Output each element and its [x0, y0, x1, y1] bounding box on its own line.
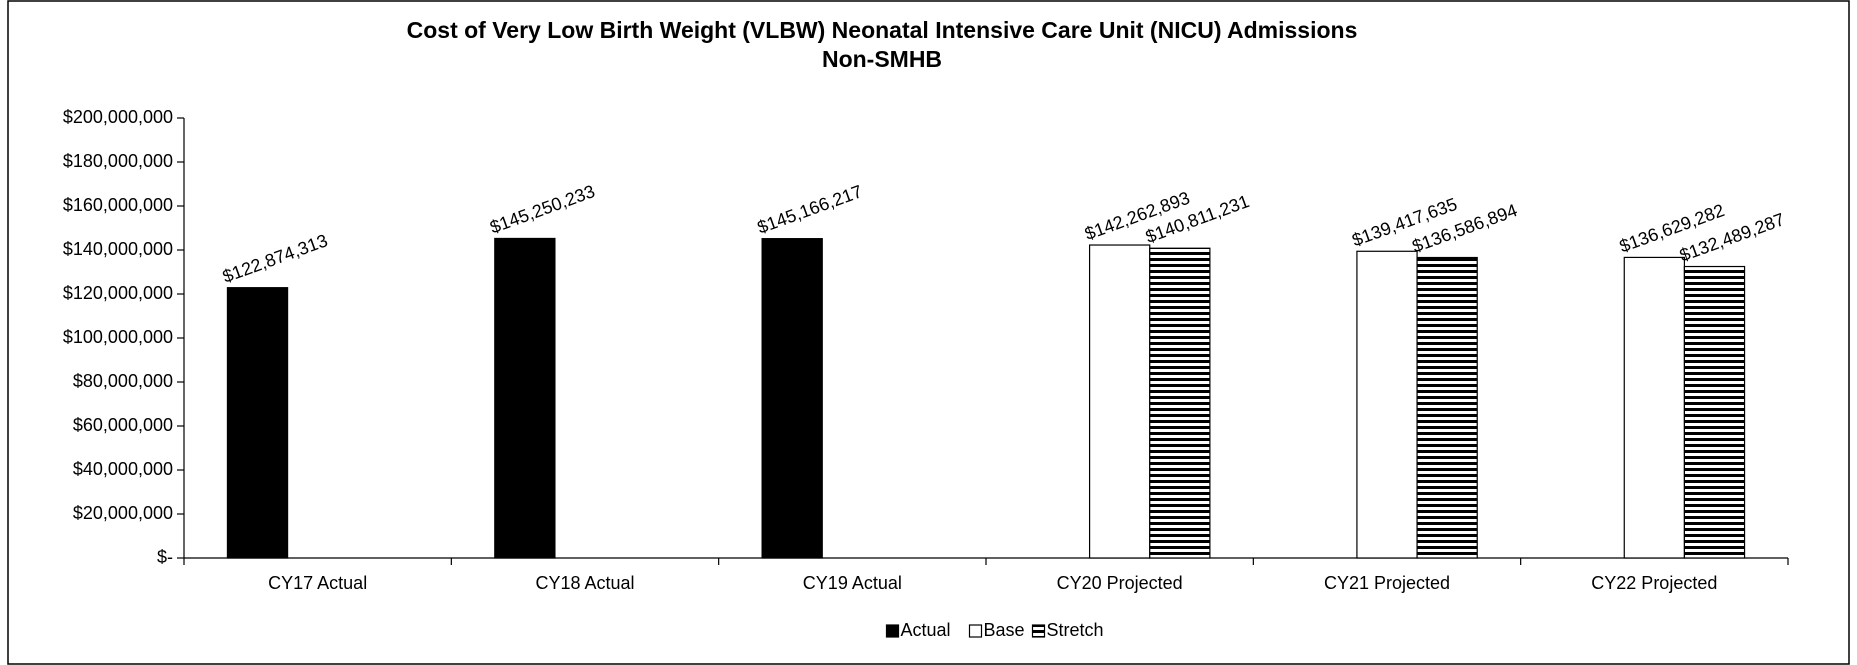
y-tick-label: $100,000,000: [63, 327, 173, 347]
x-tick-label: CY22 Projected: [1591, 573, 1717, 593]
bar: [1149, 247, 1211, 559]
x-tick-label: CY21 Projected: [1324, 573, 1450, 593]
bar: [226, 287, 289, 559]
bar: [1683, 265, 1746, 559]
bar: [1088, 244, 1151, 559]
legend-swatch: [885, 624, 900, 638]
y-tick-label: $140,000,000: [63, 239, 173, 259]
bar: [1416, 256, 1478, 559]
y-tick-label: $40,000,000: [73, 459, 173, 479]
x-tick-label: CY20 Projected: [1057, 573, 1183, 593]
legend-label: Stretch: [1047, 620, 1104, 640]
y-tick-label: $60,000,000: [73, 415, 173, 435]
y-tick-label: $180,000,000: [63, 151, 173, 171]
legend-label: Base: [984, 620, 1025, 640]
y-tick-label: $-: [157, 547, 173, 567]
x-tick-label: CY19 Actual: [803, 573, 902, 593]
chart-frame: [7, 0, 1850, 665]
legend-label: Actual: [901, 620, 951, 640]
bar: [1623, 256, 1686, 559]
y-tick-label: $160,000,000: [63, 195, 173, 215]
legend-swatch: [968, 624, 983, 638]
bar: [494, 237, 556, 559]
bar: [761, 238, 823, 559]
legend-swatch: [1031, 624, 1046, 638]
y-tick-label: $200,000,000: [63, 107, 173, 127]
bar: [1356, 250, 1418, 559]
y-tick-label: $80,000,000: [73, 371, 173, 391]
x-tick-label: CY18 Actual: [535, 573, 634, 593]
y-tick-label: $120,000,000: [63, 283, 173, 303]
chart-title: Cost of Very Low Birth Weight (VLBW) Neo…: [407, 17, 1358, 43]
chart-subtitle: Non-SMHB: [822, 46, 942, 72]
x-tick-label: CY17 Actual: [268, 573, 367, 593]
y-tick-label: $20,000,000: [73, 503, 173, 523]
